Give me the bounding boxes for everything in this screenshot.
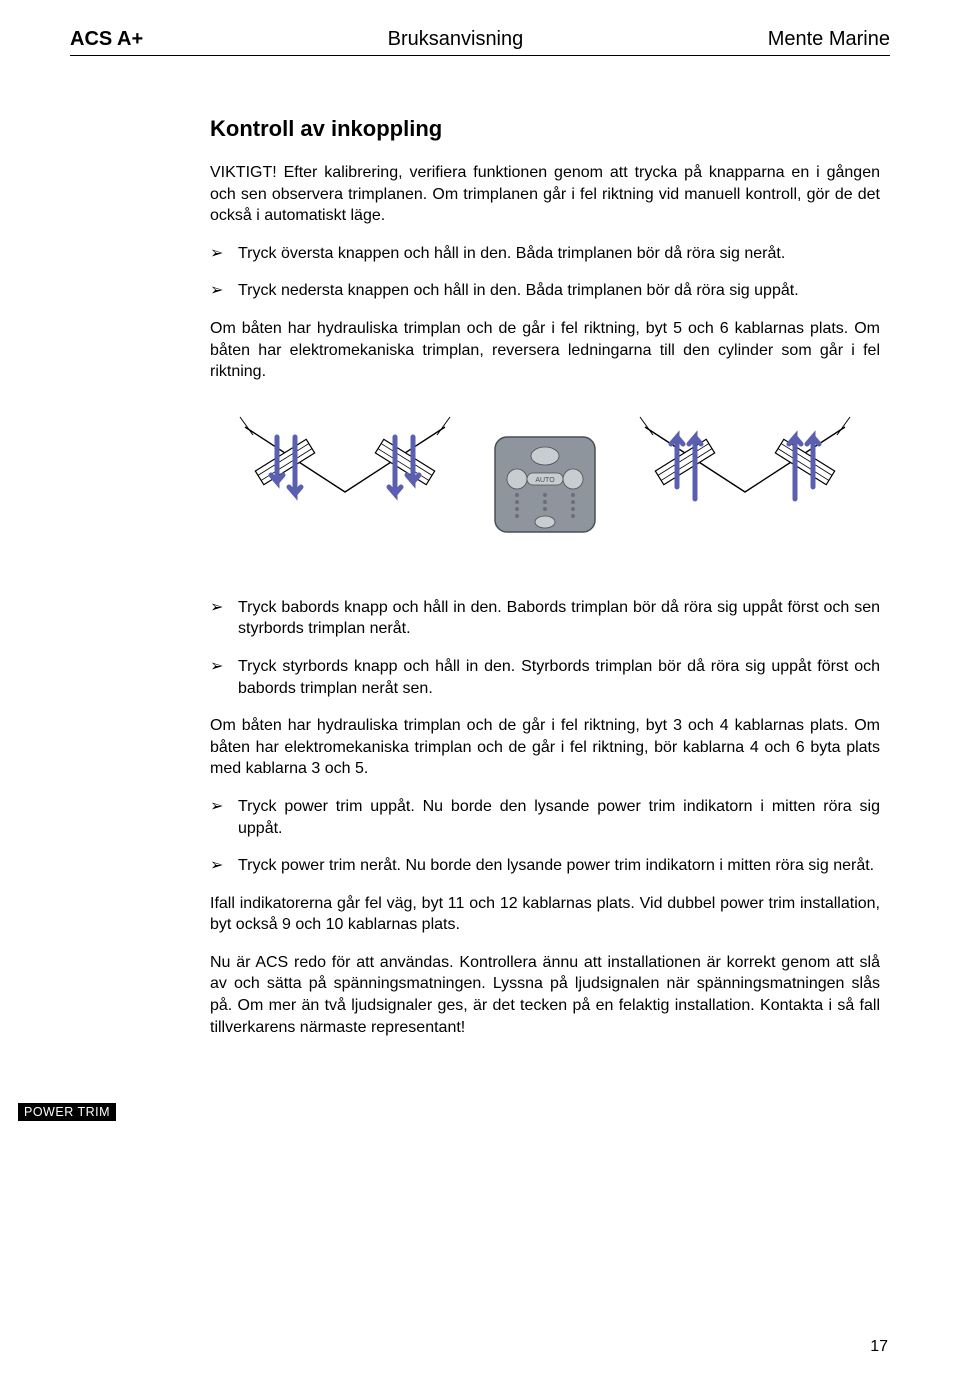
page-header: ACS A+ Bruksanvisning Mente Marine bbox=[70, 28, 890, 56]
bullet-list-mid: Tryck babords knapp och håll in den. Bab… bbox=[210, 597, 880, 699]
section-title: Kontroll av inkoppling bbox=[210, 116, 880, 142]
auto-label: AUTO bbox=[535, 477, 555, 484]
list-item: Tryck power trim neråt. Nu borde den lys… bbox=[210, 855, 880, 877]
header-product: ACS A+ bbox=[70, 28, 143, 51]
page-number: 17 bbox=[870, 1338, 888, 1356]
intro-paragraph: VIKTIGT! Efter kalibrering, verifiera fu… bbox=[210, 162, 880, 227]
main-content: Kontroll av inkoppling VIKTIGT! Efter ka… bbox=[210, 116, 880, 1038]
controller-icon: AUTO bbox=[495, 437, 595, 532]
power-trim-badge: POWER TRIM bbox=[18, 1103, 116, 1121]
header-doc-type: Bruksanvisning bbox=[388, 28, 524, 51]
list-item: Tryck nedersta knappen och håll in den. … bbox=[210, 280, 880, 302]
left-hull-icon bbox=[240, 417, 450, 494]
header-brand: Mente Marine bbox=[768, 28, 890, 51]
power-paragraph: Ifall indikatorerna går fel väg, byt 11 … bbox=[210, 893, 880, 936]
list-item: Tryck power trim uppåt. Nu borde den lys… bbox=[210, 796, 880, 839]
right-hull-icon bbox=[640, 417, 850, 499]
mid-paragraph-2: Om båten har hydrauliska trimplan och de… bbox=[210, 715, 880, 780]
final-paragraph: Nu är ACS redo för att användas. Kontrol… bbox=[210, 952, 880, 1038]
bullet-list-power: Tryck power trim uppåt. Nu borde den lys… bbox=[210, 796, 880, 877]
bullet-list-top: Tryck översta knappen och håll in den. B… bbox=[210, 243, 880, 302]
list-item: Tryck översta knappen och håll in den. B… bbox=[210, 243, 880, 265]
trim-diagram: AUTO bbox=[235, 407, 855, 557]
list-item: Tryck babords knapp och håll in den. Bab… bbox=[210, 597, 880, 640]
list-item: Tryck styrbords knapp och håll in den. S… bbox=[210, 656, 880, 699]
mid-paragraph: Om båten har hydrauliska trimplan och de… bbox=[210, 318, 880, 383]
